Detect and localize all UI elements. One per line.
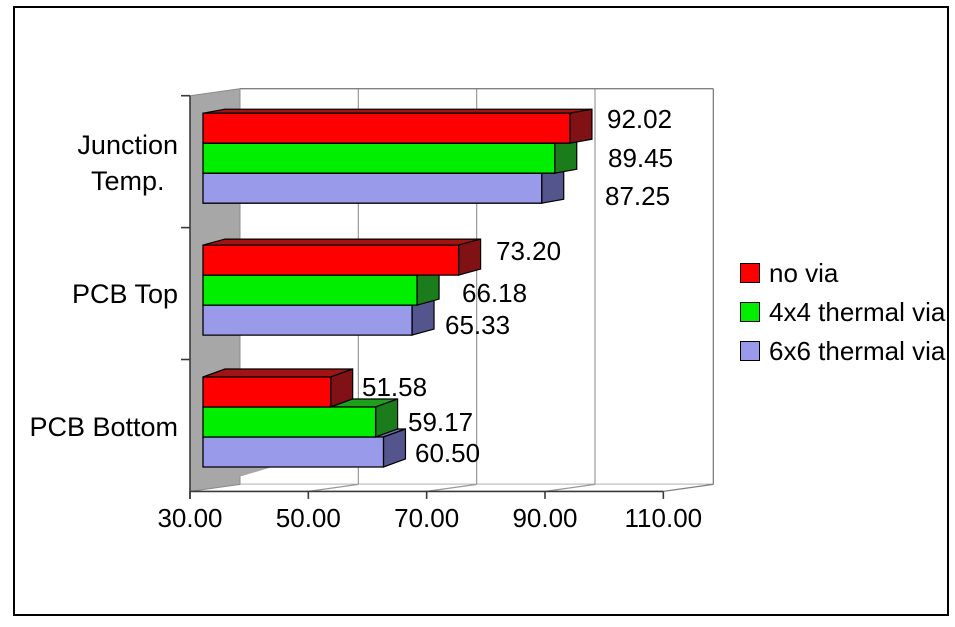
- data-label: 87.25: [605, 181, 671, 211]
- bar-no-via-PCB-Top-top: [202, 238, 481, 246]
- legend-swatch-6x6-thermal-via: [740, 341, 760, 361]
- bar-no-via-PCB-Top-side: [458, 238, 482, 276]
- legend-label: 6x6 thermal via: [769, 336, 946, 366]
- legend: no via 4x4 thermal via 6x6 thermal via: [740, 258, 945, 375]
- bar-6x6-thermal-via-PCB-Bottom-front: [202, 436, 385, 468]
- category-label-PCB-Top: PCB Top: [71, 279, 178, 309]
- floor-gridline: [544, 483, 596, 492]
- data-label: 51.58: [362, 372, 428, 402]
- data-label: 59.17: [408, 407, 474, 437]
- data-label: 66.18: [462, 278, 528, 308]
- category-label-Junction-Temp-: Junction Temp.: [77, 130, 178, 196]
- x-axis-tick-label: 50.00: [275, 503, 341, 533]
- floor-gridline: [426, 483, 477, 492]
- chart-border: [13, 6, 949, 616]
- legend-item-4x4-thermal-via: 4x4 thermal via: [740, 297, 945, 327]
- bar-6x6-thermal-via-PCB-Top-front: [202, 304, 413, 336]
- bar-no-via-Junction-Temp--front: [202, 112, 571, 144]
- data-label: 60.50: [415, 438, 481, 468]
- data-label: 65.33: [445, 310, 511, 340]
- side-wall-base: [192, 466, 274, 491]
- data-label: 89.45: [608, 143, 674, 173]
- x-axis-tick-label: 70.00: [394, 503, 460, 533]
- bar-6x6-thermal-via-Junction-Temp--front: [202, 172, 543, 204]
- x-axis-tick-label: 90.00: [512, 503, 578, 533]
- bar-4x4-thermal-via-PCB-Bottom-front: [202, 406, 377, 438]
- x-axis-tick-label: 30.00: [157, 503, 223, 533]
- data-label: 92.02: [607, 104, 673, 134]
- bar-no-via-PCB-Top-front: [202, 244, 460, 276]
- legend-swatch-no-via: [740, 263, 760, 283]
- legend-swatch-4x4-thermal-via: [740, 302, 760, 322]
- floor-right-edge: [663, 483, 714, 493]
- category-label-PCB-Bottom: PCB Bottom: [29, 412, 178, 442]
- bar-no-via-Junction-Temp--side: [569, 108, 593, 144]
- data-label: 73.20: [496, 236, 562, 266]
- legend-item-6x6-thermal-via: 6x6 thermal via: [740, 336, 945, 366]
- bar-4x4-thermal-via-PCB-Top-front: [202, 274, 418, 306]
- bar-4x4-thermal-via-Junction-Temp--front: [202, 142, 556, 174]
- bar-no-via-PCB-Bottom-top: [202, 368, 353, 378]
- bar-6x6-thermal-via-Junction-Temp--side: [541, 168, 565, 204]
- legend-label: 4x4 thermal via: [769, 297, 946, 327]
- x-axis-tick-label: 110.00: [624, 503, 703, 533]
- bar-no-via-PCB-Bottom-front: [202, 376, 332, 408]
- legend-item-no-via: no via: [740, 258, 945, 288]
- bar-4x4-thermal-via-Junction-Temp--side: [554, 138, 578, 174]
- floor-gridline: [308, 483, 359, 492]
- legend-label: no via: [769, 258, 839, 288]
